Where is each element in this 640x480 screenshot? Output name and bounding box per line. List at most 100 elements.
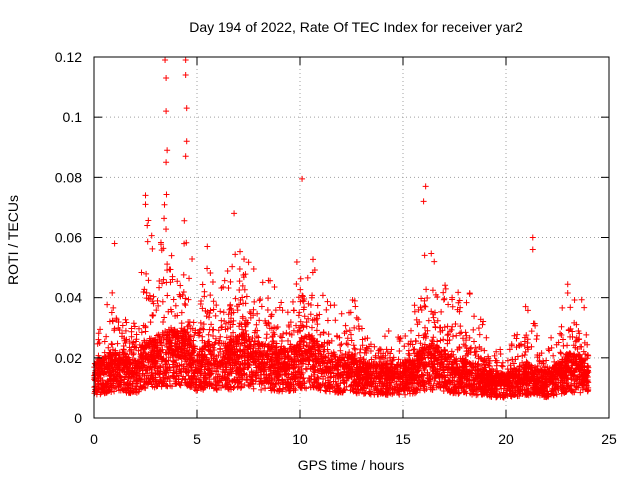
data-point: [429, 373, 436, 380]
data-point: [493, 375, 500, 382]
data-point: [138, 269, 145, 276]
data-point: [389, 385, 396, 392]
data-point: [441, 382, 448, 389]
data-point: [92, 375, 99, 382]
data-point: [187, 325, 194, 332]
data-point: [153, 307, 160, 314]
data-point: [120, 343, 127, 350]
data-point: [148, 372, 155, 379]
data-point: [409, 341, 416, 348]
data-point: [236, 376, 243, 383]
data-point: [567, 383, 574, 390]
data-point: [564, 342, 571, 349]
data-point: [264, 306, 271, 313]
data-point: [173, 341, 180, 348]
data-point: [138, 383, 145, 390]
data-point: [432, 355, 439, 362]
data-point: [129, 340, 136, 347]
data-point: [232, 251, 239, 258]
data-point: [140, 363, 147, 370]
data-point: [246, 383, 253, 390]
data-point: [278, 334, 285, 341]
data-point: [442, 282, 449, 289]
data-point: [577, 389, 584, 396]
data-point: [403, 380, 410, 387]
data-point: [554, 373, 561, 380]
data-point: [119, 322, 126, 329]
data-point: [246, 342, 253, 349]
data-point: [100, 363, 107, 370]
data-point: [485, 386, 492, 393]
data-point: [242, 300, 249, 307]
data-point: [470, 377, 477, 384]
data-point: [178, 369, 185, 376]
data-point: [115, 325, 122, 332]
data-point: [240, 329, 247, 336]
data-point: [288, 370, 295, 377]
data-point: [102, 381, 109, 388]
data-point: [191, 385, 198, 392]
data-point: [402, 391, 409, 398]
data-point: [95, 336, 102, 343]
data-point: [223, 380, 230, 387]
data-point: [221, 374, 228, 381]
data-point: [216, 337, 223, 344]
data-point: [125, 354, 132, 361]
data-point: [311, 369, 318, 376]
data-point: [277, 363, 284, 370]
data-point: [399, 378, 406, 385]
data-point: [236, 370, 243, 377]
data-point: [429, 344, 436, 351]
data-point: [272, 307, 279, 314]
data-point: [213, 302, 220, 309]
data-point: [442, 285, 449, 292]
data-point: [108, 389, 115, 396]
data-point: [257, 296, 264, 303]
data-point: [320, 373, 327, 380]
data-point: [170, 364, 177, 371]
data-point: [191, 358, 198, 365]
data-point: [160, 276, 167, 283]
data-point: [314, 302, 321, 309]
data-point: [508, 341, 515, 348]
data-point: [137, 351, 144, 358]
data-point: [128, 328, 135, 335]
data-point: [323, 306, 330, 313]
data-point: [210, 357, 217, 364]
data-point: [410, 346, 417, 353]
data-point: [299, 335, 306, 342]
data-point: [141, 384, 148, 391]
data-point: [321, 339, 328, 346]
data-point: [227, 305, 234, 312]
data-point: [295, 358, 302, 365]
data-point: [323, 366, 330, 373]
data-point: [421, 341, 428, 348]
data-point: [377, 346, 384, 353]
data-point: [421, 381, 428, 388]
data-point: [514, 377, 521, 384]
data-point: [360, 384, 367, 391]
data-point: [521, 343, 528, 350]
data-point: [458, 375, 465, 382]
data-point: [411, 308, 418, 315]
data-point: [180, 366, 187, 373]
data-point: [189, 349, 196, 356]
data-point: [206, 380, 213, 387]
data-point: [333, 332, 340, 339]
data-point: [482, 361, 489, 368]
data-point: [357, 365, 364, 372]
data-point: [250, 312, 257, 319]
data-point: [108, 340, 115, 347]
data-point: [139, 343, 146, 350]
data-point: [308, 324, 315, 331]
data-point: [567, 368, 574, 375]
data-point: [562, 352, 569, 359]
data-point: [158, 358, 165, 365]
data-point: [439, 327, 446, 334]
data-point: [463, 337, 470, 344]
data-point: [355, 369, 362, 376]
data-point: [196, 367, 203, 374]
data-point: [300, 375, 307, 382]
data-point: [534, 332, 541, 339]
data-point: [385, 365, 392, 372]
